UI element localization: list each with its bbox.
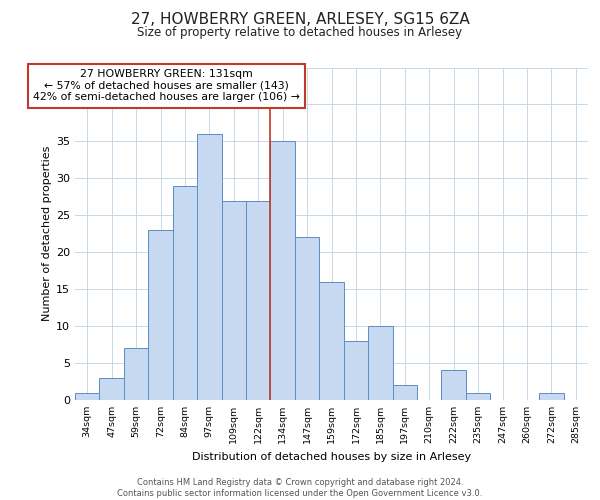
X-axis label: Distribution of detached houses by size in Arlesey: Distribution of detached houses by size … [192,452,471,462]
Bar [539,392,563,400]
Text: Contains HM Land Registry data © Crown copyright and database right 2024.
Contai: Contains HM Land Registry data © Crown c… [118,478,482,498]
Bar [100,378,124,400]
Bar [466,392,490,400]
Bar [148,230,173,400]
Bar [392,385,417,400]
Bar [442,370,466,400]
Bar [271,142,295,400]
Bar [368,326,392,400]
Bar [221,200,246,400]
Bar [124,348,148,400]
Text: 27 HOWBERRY GREEN: 131sqm
← 57% of detached houses are smaller (143)
42% of semi: 27 HOWBERRY GREEN: 131sqm ← 57% of detac… [33,69,300,102]
Bar [173,186,197,400]
Bar [197,134,221,400]
Y-axis label: Number of detached properties: Number of detached properties [42,146,52,322]
Bar [246,200,271,400]
Bar [75,392,100,400]
Text: Size of property relative to detached houses in Arlesey: Size of property relative to detached ho… [137,26,463,39]
Bar [295,238,319,400]
Bar [319,282,344,400]
Text: 27, HOWBERRY GREEN, ARLESEY, SG15 6ZA: 27, HOWBERRY GREEN, ARLESEY, SG15 6ZA [131,12,469,28]
Bar [344,341,368,400]
